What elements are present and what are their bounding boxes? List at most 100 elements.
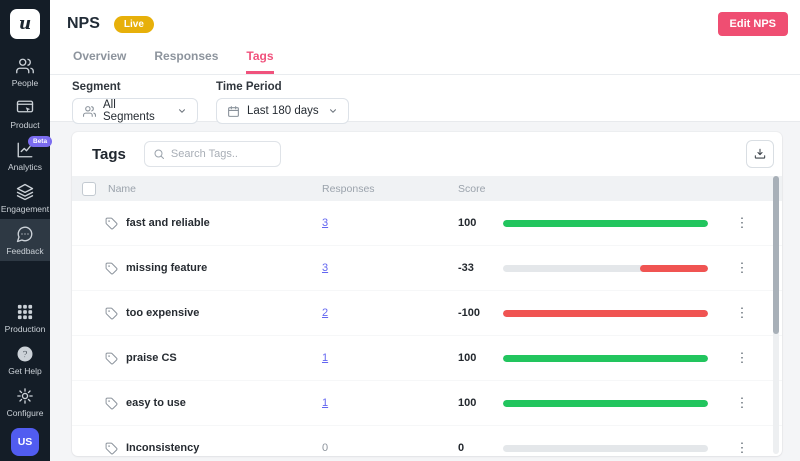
time-period-filter: Time Period Last 180 days [216, 81, 349, 124]
tags-panel-header: Tags [72, 132, 782, 176]
score-value: 100 [458, 217, 477, 229]
edit-nps-button[interactable]: Edit NPS [717, 12, 788, 36]
tag-table-body: fast and reliable 3 100 ⋮ missing featur… [72, 201, 782, 456]
tab-overview[interactable]: Overview [73, 49, 127, 63]
page-title: NPS [67, 15, 100, 32]
score-bar-fill [640, 264, 708, 272]
responses-link[interactable]: 3 [322, 217, 329, 229]
svg-text:?: ? [22, 349, 28, 360]
tag-icon [105, 217, 118, 229]
responses-link[interactable]: 1 [322, 352, 329, 364]
responses-link[interactable]: 1 [322, 397, 329, 409]
segment-filter: Segment All Segments [72, 81, 198, 124]
sidebar-item-label: Engagement [0, 204, 50, 214]
sidebar-item-people[interactable]: People [0, 51, 50, 93]
column-header-responses: Responses [322, 182, 375, 195]
score-bar-fill [503, 309, 708, 317]
kebab-menu-icon[interactable]: ⋮ [735, 395, 749, 410]
responses-link[interactable]: 0 [322, 442, 329, 454]
select-all-checkbox[interactable] [82, 181, 96, 196]
kebab-menu-icon[interactable]: ⋮ [735, 440, 749, 455]
user-avatar[interactable]: US [11, 428, 39, 456]
scrollbar-track[interactable] [773, 176, 779, 454]
kebab-menu-icon[interactable]: ⋮ [735, 215, 749, 230]
sidebar-bottom: Production ? Get Help Configure US [0, 297, 50, 461]
responses-link[interactable]: 3 [322, 262, 329, 274]
gear-icon [16, 387, 34, 405]
segments-icon [83, 105, 96, 117]
segment-label: Segment [72, 81, 121, 93]
tag-icon [105, 307, 118, 319]
beta-badge: Beta [28, 136, 53, 147]
score-bar-fill [503, 399, 708, 407]
chevron-down-icon [329, 109, 337, 113]
sidebar: u People Product Beta Analytics Engag [0, 0, 53, 461]
tag-row[interactable]: missing feature 3 -33 ⋮ [72, 246, 782, 291]
kebab-menu-icon[interactable]: ⋮ [735, 305, 749, 320]
tag-icon [105, 442, 118, 454]
sidebar-item-label: Feedback [6, 246, 44, 256]
table-header: Name Responses Score [72, 176, 782, 201]
segment-select[interactable]: All Segments [72, 98, 198, 124]
score-bar [503, 309, 708, 317]
tab-bar: Overview Responses Tags [67, 49, 788, 74]
tag-row[interactable]: fast and reliable 3 100 ⋮ [72, 201, 782, 246]
tag-name: Inconsistency [126, 442, 200, 454]
score-value: 100 [458, 352, 477, 364]
tag-icon [105, 262, 118, 274]
people-icon [16, 57, 34, 75]
sidebar-item-label: Analytics [7, 162, 42, 172]
download-icon [754, 148, 766, 159]
grid-icon [16, 303, 34, 321]
score-bar [503, 444, 708, 452]
sidebar-nav: People Product Beta Analytics Engagement [0, 51, 53, 261]
tab-tags[interactable]: Tags [246, 49, 274, 74]
scrollbar-thumb[interactable] [773, 176, 779, 334]
score-bar [503, 354, 708, 362]
tag-row[interactable]: too expensive 2 -100 ⋮ [72, 291, 782, 336]
time-period-label: Time Period [216, 81, 282, 93]
engagement-icon [16, 183, 34, 201]
tag-row[interactable]: easy to use 1 100 ⋮ [72, 381, 782, 426]
score-value: 100 [458, 397, 477, 409]
tag-row[interactable]: praise CS 1 100 ⋮ [72, 336, 782, 381]
tab-responses[interactable]: Responses [154, 49, 219, 63]
sidebar-item-get-help[interactable]: ? Get Help [0, 339, 50, 381]
responses-link[interactable]: 2 [322, 307, 329, 319]
feedback-icon [16, 225, 34, 243]
filter-bar: Segment All Segments Time Period Last 18… [50, 75, 800, 124]
sidebar-item-label: Configure [6, 408, 44, 418]
calendar-icon [228, 105, 239, 117]
column-header-name: Name [108, 182, 137, 195]
page-header: NPS Live Edit NPS Overview Responses Tag… [50, 0, 800, 75]
download-button[interactable] [746, 140, 774, 168]
sidebar-item-configure[interactable]: Configure [0, 381, 50, 423]
score-bar [503, 219, 708, 227]
score-bar [503, 264, 708, 272]
search-box [143, 141, 281, 167]
tag-icon [105, 397, 118, 409]
segment-value: All Segments [103, 99, 155, 123]
sidebar-item-engagement[interactable]: Engagement [0, 177, 50, 219]
userpilot-logo[interactable]: u [10, 9, 40, 39]
help-icon: ? [16, 345, 34, 363]
kebab-menu-icon[interactable]: ⋮ [735, 260, 749, 275]
tags-panel: Tags Name Responses Score fast and relia… [72, 132, 782, 456]
score-value: -100 [458, 307, 481, 319]
search-input[interactable] [170, 148, 272, 160]
score-value: -33 [458, 262, 474, 274]
tag-name: too expensive [126, 307, 200, 319]
sidebar-item-analytics[interactable]: Beta Analytics [0, 135, 53, 177]
tag-icon [105, 352, 118, 364]
tag-name: missing feature [126, 262, 208, 274]
tag-row[interactable]: Inconsistency 0 0 ⋮ [72, 426, 782, 456]
kebab-menu-icon[interactable]: ⋮ [735, 350, 749, 365]
time-period-select[interactable]: Last 180 days [216, 98, 349, 124]
sidebar-item-product[interactable]: Product [0, 93, 50, 135]
sidebar-item-feedback[interactable]: Feedback [0, 219, 50, 261]
sidebar-item-label: Production [4, 324, 46, 334]
score-bar-fill [503, 354, 708, 362]
analytics-icon: Beta [16, 136, 53, 159]
score-bar-fill [503, 219, 708, 227]
sidebar-item-production[interactable]: Production [0, 297, 50, 339]
